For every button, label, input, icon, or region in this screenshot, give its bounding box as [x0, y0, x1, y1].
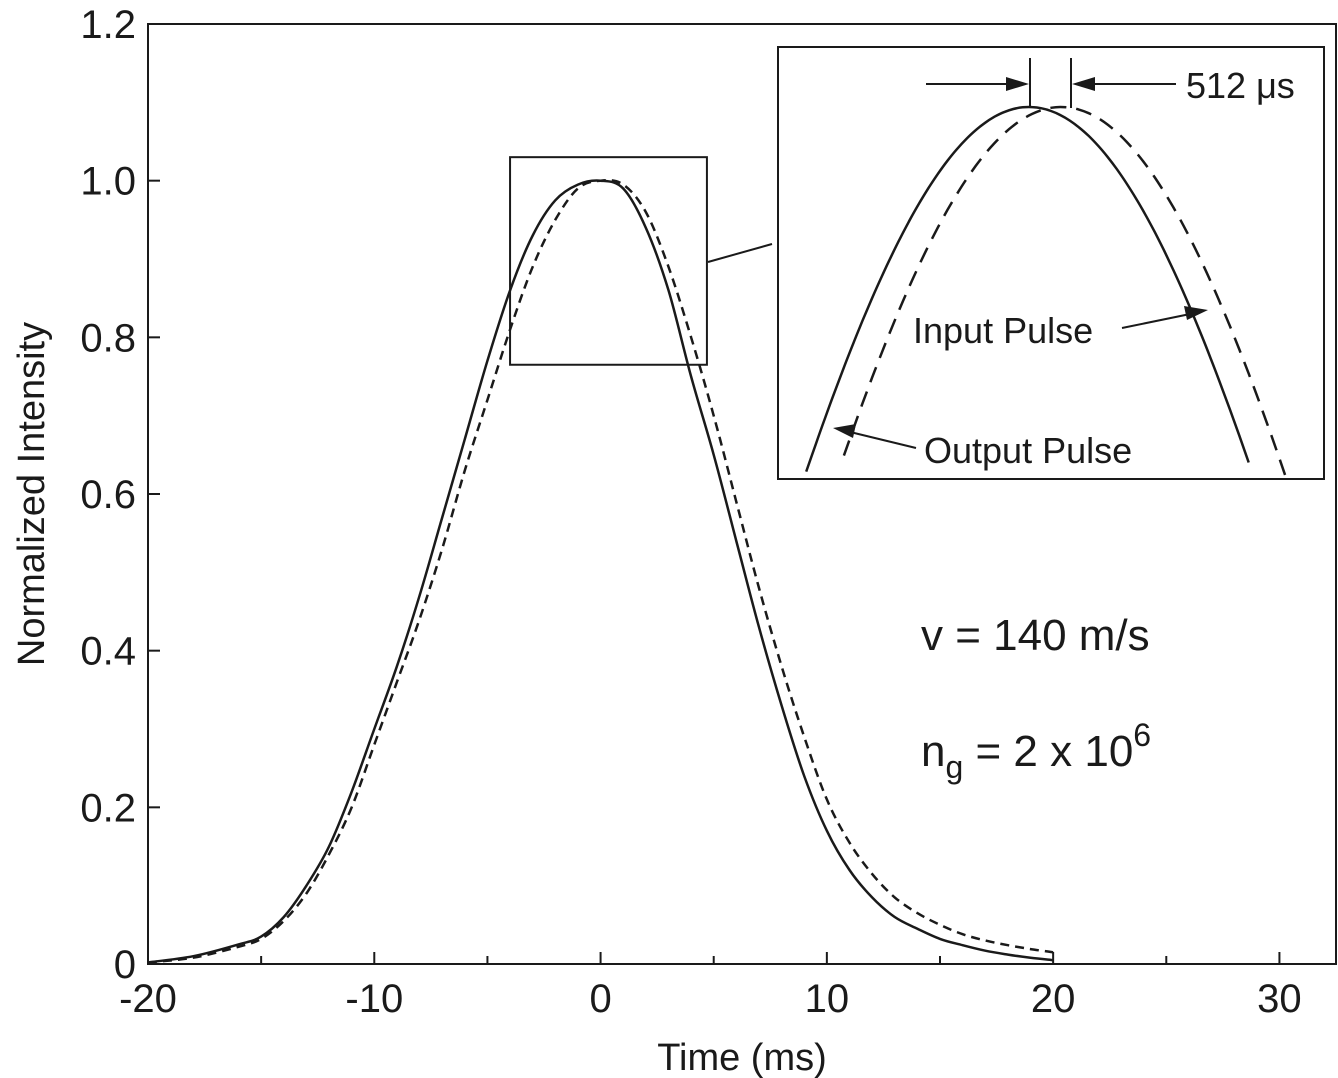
axis-tick-labels: -20 -10 0 10 20 30 0 0.2 0.4 0.6 0.8 1.0 1.2	[80, 3, 1301, 1021]
x-tick-label: 30	[1257, 977, 1302, 1021]
series-line	[147, 179, 1054, 964]
y-tick-label: 0.8	[80, 316, 136, 360]
x-axis-title: Time (ms)	[657, 1037, 827, 1078]
input-pulse-label: Input Pulse	[913, 310, 1093, 351]
output-pulse-arrow	[845, 430, 917, 449]
x-tick-label: -20	[119, 977, 177, 1021]
delay-label: 512 μs	[1186, 65, 1295, 106]
y-axis-title: Normalized Intensity	[11, 322, 53, 666]
delay-arrowhead-right	[1072, 77, 1095, 91]
x-tick-label: 20	[1031, 977, 1076, 1021]
inset-input-curve	[805, 105, 1250, 473]
output-pulse-label: Output Pulse	[924, 430, 1132, 471]
zoom-connector-line	[707, 243, 773, 263]
velocity-annotation: v = 140 m/s	[921, 611, 1150, 660]
output-pulse-arrowhead	[833, 424, 856, 438]
zoom-box	[509, 156, 708, 366]
inset-panel: 512 μs Input Pulse Output Pulse	[777, 46, 1325, 480]
x-tick-label: -10	[345, 977, 403, 1021]
series-line	[147, 179, 1054, 964]
group-index-value: = 2 x 10	[963, 727, 1133, 776]
y-tick-label: 0.2	[80, 786, 136, 830]
axis-ticks	[147, 23, 1281, 965]
y-tick-label: 0.6	[80, 473, 136, 517]
group-index-exponent: 6	[1133, 717, 1151, 753]
group-index-annotation: ng = 2 x 106	[921, 717, 1151, 785]
y-tick-label: 0	[114, 943, 136, 987]
group-index-subscript: g	[945, 749, 963, 785]
inset-frame	[777, 46, 1325, 480]
inset-series-group	[805, 105, 1288, 479]
x-tick-label: 0	[589, 977, 611, 1021]
y-tick-label: 0.4	[80, 630, 136, 674]
y-tick-label: 1.2	[80, 3, 136, 47]
main-series-group	[147, 179, 1054, 964]
group-index-symbol: n	[921, 727, 945, 776]
y-tick-label: 1.0	[80, 160, 136, 204]
input-pulse-arrow	[1121, 312, 1196, 329]
delay-arrowhead-left	[1006, 77, 1029, 91]
x-tick-label: 10	[805, 977, 850, 1021]
input-pulse-arrowhead	[1184, 306, 1208, 320]
inset-output-curve	[842, 105, 1288, 479]
